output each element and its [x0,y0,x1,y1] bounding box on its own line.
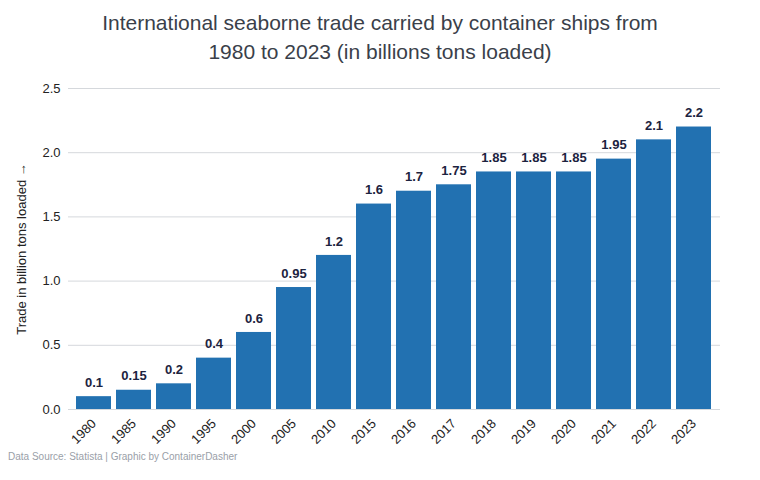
svg-text:2018: 2018 [468,416,499,447]
svg-text:2020: 2020 [548,416,579,447]
svg-text:1.85: 1.85 [521,150,546,165]
svg-text:0.5: 0.5 [42,337,60,352]
svg-text:2019: 2019 [508,416,539,447]
svg-text:2000: 2000 [228,416,259,447]
svg-text:1990: 1990 [148,416,179,447]
svg-text:1.7: 1.7 [405,169,423,184]
svg-text:1.0: 1.0 [42,273,60,288]
svg-text:0.1: 0.1 [85,375,103,390]
svg-text:0.4: 0.4 [205,336,224,351]
svg-text:0.95: 0.95 [281,266,306,281]
svg-text:2010: 2010 [308,416,339,447]
svg-text:2016: 2016 [388,416,419,447]
svg-text:1.85: 1.85 [561,150,586,165]
svg-text:1980: 1980 [68,416,99,447]
svg-text:0.2: 0.2 [165,362,183,377]
svg-text:2.2: 2.2 [685,105,703,120]
svg-text:1.5: 1.5 [42,209,60,224]
svg-text:1.6: 1.6 [365,182,383,197]
svg-text:2021: 2021 [588,416,619,447]
svg-text:1985: 1985 [108,416,139,447]
svg-text:1.95: 1.95 [601,137,626,152]
svg-text:2022: 2022 [628,416,659,447]
svg-text:1.75: 1.75 [441,163,466,178]
svg-text:2.5: 2.5 [42,81,60,96]
svg-text:0.15: 0.15 [121,368,146,383]
svg-text:1.85: 1.85 [481,150,506,165]
svg-text:2015: 2015 [348,416,379,447]
svg-text:0.0: 0.0 [42,402,60,417]
svg-text:2.0: 2.0 [42,145,60,160]
html-text:International seaborne trade c: International seaborne trade carried by … [102,11,658,63]
svg-text:2005: 2005 [268,416,299,447]
svg-text:Trade in billion tons loaded →: Trade in billion tons loaded → [14,163,29,335]
html-text:Data Source: Statista | Graphi: Data Source: Statista | Graphic by Conta… [8,451,238,462]
svg-text:2023: 2023 [668,416,699,447]
svg-text:2.1: 2.1 [645,118,663,133]
svg-text:1995: 1995 [188,416,219,447]
svg-text:1.2: 1.2 [325,234,343,249]
svg-text:2017: 2017 [428,416,459,447]
svg-text:0.6: 0.6 [245,311,263,326]
